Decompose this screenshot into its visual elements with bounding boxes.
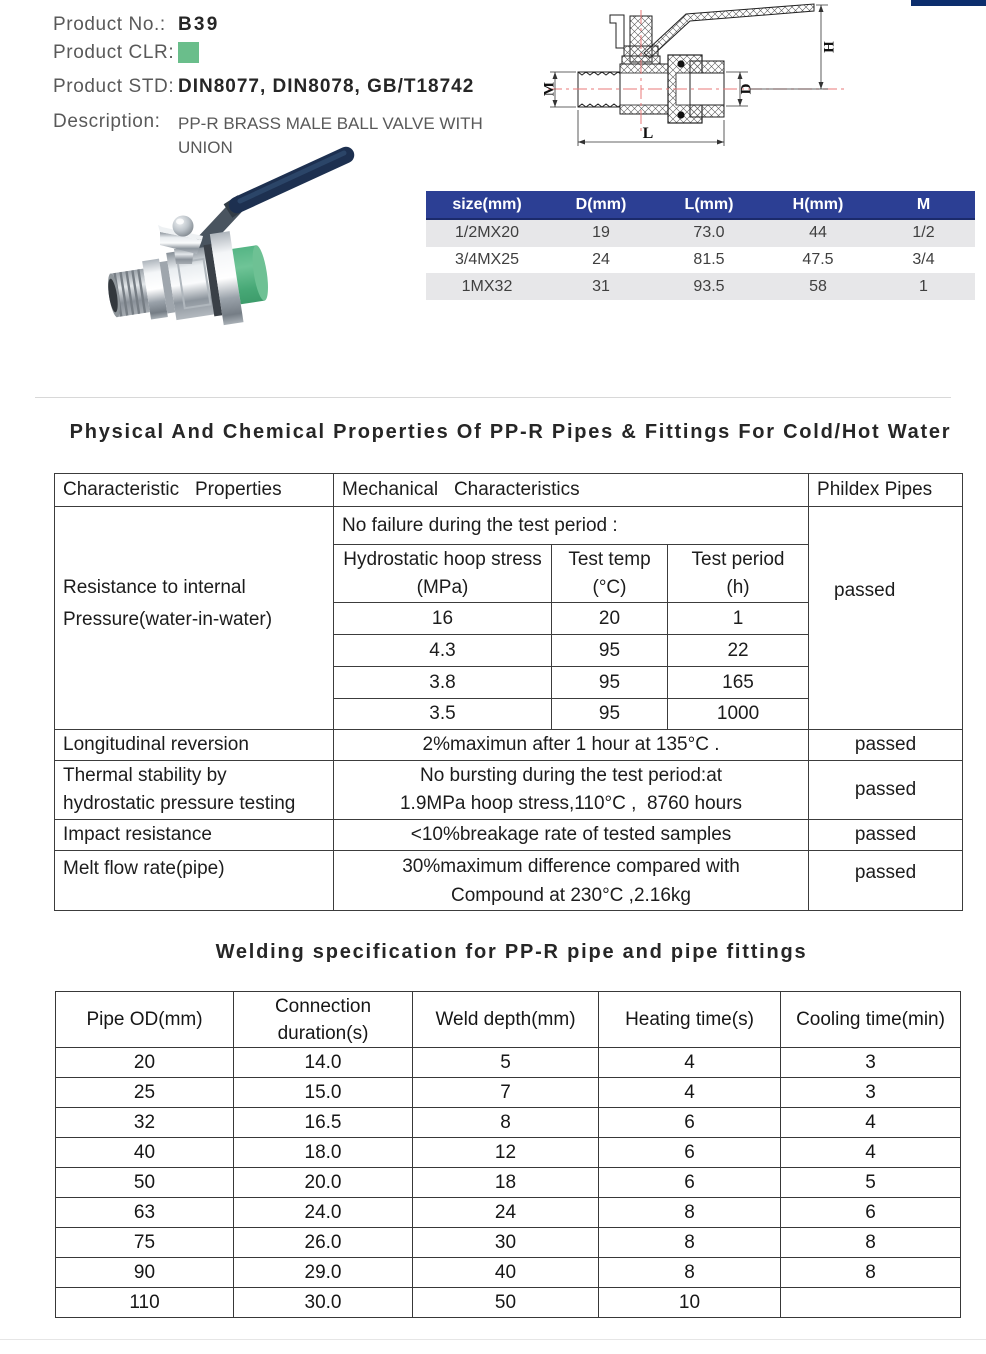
svg-text:D: D xyxy=(738,83,754,94)
svg-text:H: H xyxy=(821,41,837,53)
svg-text:M: M xyxy=(541,82,557,96)
svg-text:L: L xyxy=(643,125,654,142)
